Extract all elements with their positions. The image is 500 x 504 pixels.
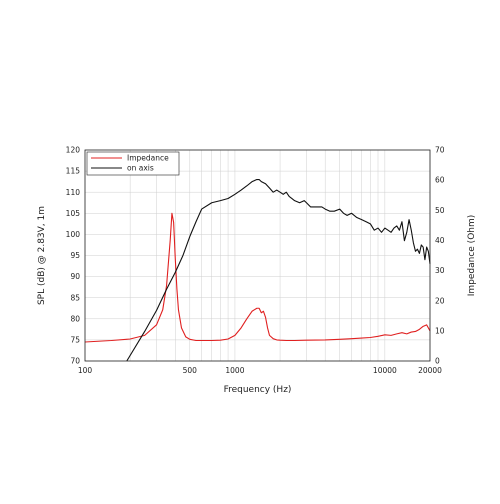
x-tick-label: 20000 — [418, 366, 442, 375]
legend-label-impedance: Impedance — [127, 154, 169, 163]
y-right-axis-title: Impedance (Ohm) — [467, 215, 477, 297]
y-right-tick-label: 40 — [435, 236, 445, 245]
y-left-tick-label: 100 — [66, 230, 81, 239]
y-right-tick-label: 20 — [435, 296, 445, 305]
y-right-tick-label: 30 — [435, 266, 445, 275]
x-axis-title: Frequency (Hz) — [224, 385, 292, 395]
y-left-tick-label: 75 — [70, 336, 80, 345]
x-tick-label: 10000 — [373, 366, 397, 375]
x-tick-label: 100 — [78, 366, 93, 375]
series-line-on-axis — [126, 178, 431, 362]
y-left-tick-label: 85 — [70, 293, 80, 302]
y-left-tick-label: 110 — [66, 188, 81, 197]
grid — [84, 149, 431, 362]
y-left-tick-label: 95 — [70, 251, 80, 260]
plot-frame — [84, 149, 431, 362]
x-tick-label: 500 — [183, 366, 198, 375]
y-left-tick-label: 105 — [66, 209, 81, 218]
legend: Impedance on axis — [86, 151, 180, 176]
y-left-axis-title: SPL (dB) @ 2.83V, 1m — [37, 206, 47, 305]
y-right-tick-label: 0 — [435, 357, 440, 366]
x-tick-label: 1000 — [225, 366, 244, 375]
y-right-tick-label: 60 — [435, 176, 445, 185]
y-left-tick-label: 120 — [66, 146, 81, 155]
y-right-tick-label: 10 — [435, 326, 445, 335]
y-right-tick-label: 50 — [435, 206, 445, 215]
tick-labels: 70 75 80 85 90 95 100 105 110 115 120 0 10 20 30 40 50 60… — [66, 146, 445, 375]
y-left-tick-label: 70 — [70, 357, 80, 366]
y-left-tick-label: 90 — [70, 272, 80, 281]
y-left-tick-label: 115 — [66, 167, 81, 176]
legend-label-on-axis: on axis — [127, 164, 154, 173]
y-left-tick-label: 80 — [70, 314, 80, 323]
series-line-impedance — [84, 212, 431, 343]
series-layer — [84, 178, 431, 362]
y-right-tick-label: 70 — [435, 146, 445, 155]
